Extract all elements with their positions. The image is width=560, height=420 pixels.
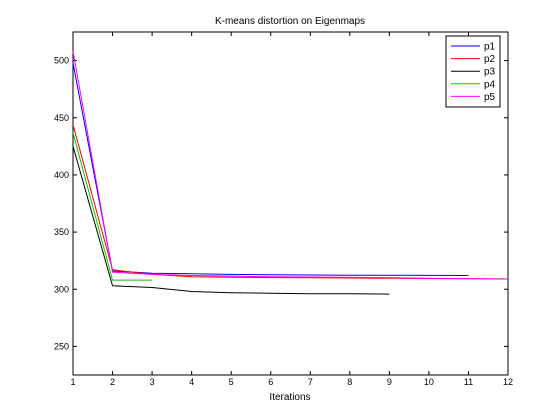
legend-label: p4 (484, 79, 496, 90)
x-tick-label: 8 (347, 377, 352, 387)
legend-label: p5 (484, 92, 496, 103)
legend-item-p4: p4 (451, 79, 496, 90)
y-tick-label: 450 (54, 113, 69, 123)
x-tick-label: 3 (150, 377, 155, 387)
y-tick-label: 400 (54, 170, 69, 180)
legend-label: p1 (484, 42, 496, 53)
chart-title: K-means distortion on Eigenmaps (215, 16, 365, 27)
x-tick-label: 7 (308, 377, 313, 387)
x-tick-label: 11 (464, 377, 473, 387)
x-tick-label: 1 (70, 377, 75, 387)
series-line-p5 (72, 51, 509, 280)
x-tick-label: 12 (503, 377, 513, 387)
legend-item-p2: p2 (451, 54, 496, 65)
y-tick-label: 350 (54, 227, 69, 237)
y-tick-label: 300 (54, 284, 69, 294)
plot-area (72, 31, 509, 376)
x-tick-label: 9 (387, 377, 392, 387)
x-axis-title: Iterations (269, 392, 310, 403)
x-tick-label: 2 (110, 377, 115, 387)
y-tick-label: 250 (54, 341, 69, 351)
series-lines (72, 51, 509, 295)
x-tick-label: 10 (424, 377, 434, 387)
legend-item-p3: p3 (451, 67, 496, 78)
x-tick-label: 5 (229, 377, 234, 387)
legend-label: p3 (484, 67, 496, 78)
legend-item-p5: p5 (451, 92, 496, 103)
y-tick-label: 500 (54, 56, 69, 66)
legend-label: p2 (484, 54, 496, 65)
x-tick-label: 4 (189, 377, 194, 387)
series-line-p4 (72, 132, 153, 281)
legend-item-p1: p1 (451, 42, 496, 53)
series-line-p3 (72, 146, 390, 295)
x-tick-label: 6 (268, 377, 273, 387)
